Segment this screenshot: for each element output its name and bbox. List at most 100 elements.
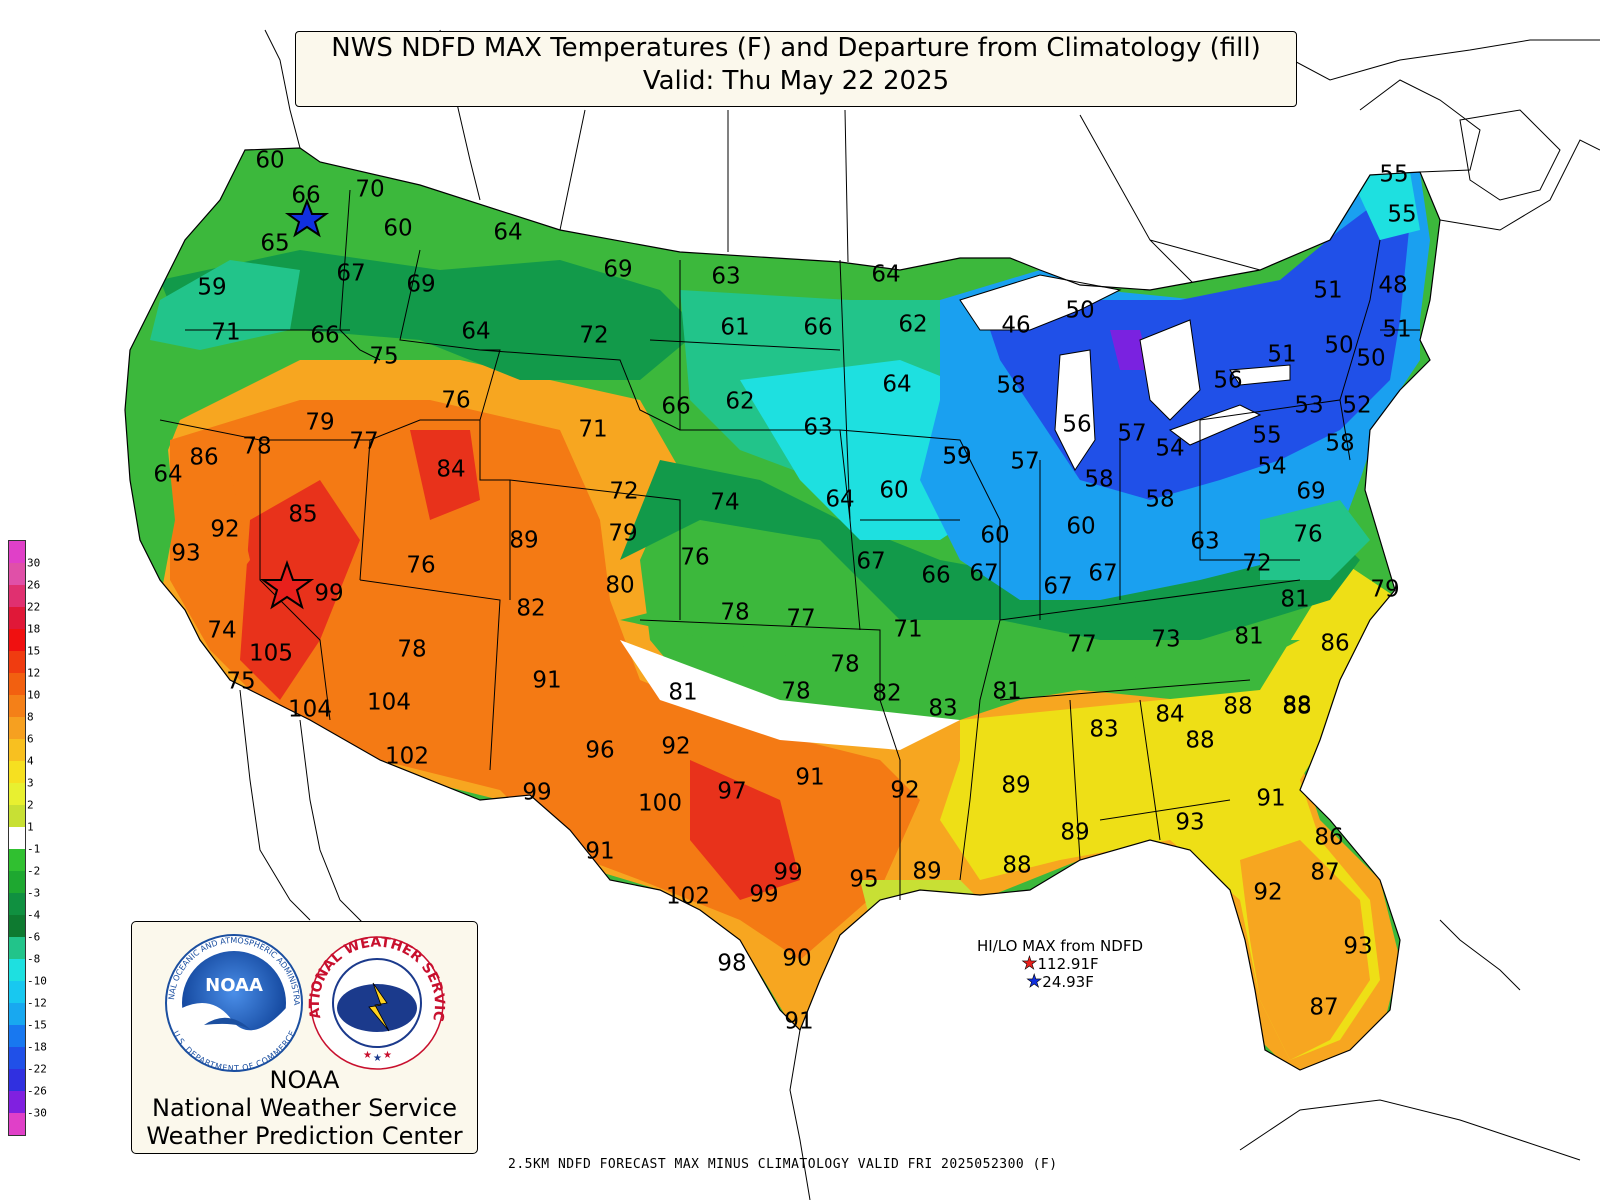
legend-label: -26: [27, 1084, 47, 1098]
mexico-gulf-coast: [789, 1029, 811, 1200]
temp-label: 88: [1282, 693, 1312, 720]
temp-label: 92: [210, 516, 240, 543]
border-line-5: [1079, 114, 1201, 291]
temp-label: 56: [1213, 367, 1243, 394]
border-ut-co: [369, 419, 511, 600]
temp-label: 61: [720, 314, 750, 341]
temp-label: 46: [1001, 312, 1031, 339]
temp-label: 92: [661, 733, 691, 760]
temp-label: 79: [608, 520, 638, 547]
border-line-6: [1149, 239, 1261, 271]
border-line-4: [844, 109, 849, 263]
temp-label: 54: [1257, 453, 1287, 480]
border-fl: [1099, 799, 1231, 821]
map-title-box: NWS NDFD MAX Temperatures (F) and Depart…: [295, 31, 1297, 107]
legend-label: -3: [27, 886, 41, 900]
legend-color-bin: [9, 585, 25, 607]
temp-label: 79: [1370, 576, 1400, 603]
baja-west: [239, 689, 311, 921]
temp-label: 86: [1314, 824, 1344, 851]
fill-cooler-nw: [150, 260, 300, 350]
temp-label: 79: [305, 409, 335, 436]
border-al-ga: [1139, 699, 1161, 841]
legend-label: 8: [27, 710, 34, 724]
temp-label: 64: [871, 261, 901, 288]
conus-outline: [124, 147, 1441, 1071]
hi-max-star-marker: [259, 559, 315, 610]
legend-label: 6: [27, 732, 34, 746]
temp-label: 50: [1065, 297, 1095, 324]
temp-label: 77: [1067, 631, 1097, 658]
hilo-panel: HI/LO MAX from NDFD ★ 112.91F ★ 24.93F: [960, 937, 1160, 991]
temp-label: 90: [782, 945, 812, 972]
temp-label: 81: [668, 679, 698, 706]
legend-label: -4: [27, 908, 41, 922]
legend-color-bin: [9, 827, 25, 849]
temp-label: 67: [969, 560, 999, 587]
legend-color-bin: [9, 1025, 25, 1047]
temp-label: 52: [1342, 392, 1372, 419]
border-wy-sd: [479, 349, 681, 431]
border-ms-al: [999, 679, 1251, 701]
coast-gaspe: [1359, 79, 1481, 173]
legend-color-bin: [9, 673, 25, 695]
legend-colorbar: [8, 540, 26, 1136]
temp-label: 60: [255, 147, 285, 174]
temp-label: 64: [461, 318, 491, 345]
temp-label: 75: [226, 668, 256, 695]
fill-very-warm-texas: [690, 760, 800, 900]
temp-label: 87: [1310, 859, 1340, 886]
legend-color-bin: [9, 629, 25, 651]
temp-label: 53: [1294, 392, 1324, 419]
temp-label: 76: [1293, 521, 1323, 548]
legend-color-bin: [9, 695, 25, 717]
temp-label: 64: [493, 219, 523, 246]
legend-color-bin: [9, 541, 25, 563]
temp-label: 93: [171, 540, 201, 567]
temp-label: 83: [928, 695, 958, 722]
temp-label: 55: [1252, 422, 1282, 449]
temp-label: 88: [1002, 852, 1032, 879]
border-ny-vt: [1339, 239, 1381, 401]
temp-label: 72: [579, 322, 609, 349]
lake-michigan: [1054, 349, 1096, 471]
bahamas: [1439, 919, 1521, 991]
temp-label: 71: [578, 416, 608, 443]
legend-color-bin: [9, 1091, 25, 1113]
temp-label: 54: [1155, 435, 1185, 462]
temp-label: 82: [516, 595, 546, 622]
lake-ontario: [1229, 364, 1291, 386]
temp-label: 67: [1043, 573, 1073, 600]
temp-label: 98: [717, 950, 747, 977]
lake-superior: [959, 274, 1122, 331]
temp-label: 77: [786, 605, 816, 632]
legend-label: 10: [27, 688, 41, 702]
temp-label: 62: [725, 388, 755, 415]
temp-label: 76: [441, 387, 471, 414]
temp-label: 59: [197, 274, 227, 301]
border-ok-tx: [639, 619, 901, 900]
border-oh-pa: [1199, 420, 1300, 561]
temp-label: 71: [211, 319, 241, 346]
temp-label: 72: [609, 478, 639, 505]
temp-label: 86: [189, 444, 219, 471]
fill-cold-maine: [1350, 172, 1420, 240]
temp-label: 102: [385, 743, 429, 770]
legend-color-bin: [9, 871, 25, 893]
temp-label: 100: [638, 790, 682, 817]
temp-label: 60: [879, 477, 909, 504]
border-ms-al-n: [1069, 699, 1081, 861]
temp-label: 88: [1223, 693, 1253, 720]
border-mn: [839, 259, 851, 521]
legend-color-bin: [9, 1113, 25, 1135]
temp-label: 91: [532, 667, 562, 694]
border-co-ks: [509, 479, 681, 620]
temp-label: 70: [355, 176, 385, 203]
legend-color-bin: [9, 915, 25, 937]
temp-label: 51: [1313, 277, 1343, 304]
legend-color-bin: [9, 1003, 25, 1025]
hilo-hi-row: ★ 112.91F: [960, 954, 1160, 973]
temp-label: 81: [1280, 586, 1310, 613]
legend-label: 4: [27, 754, 34, 768]
logo-text-noaa: NOAA: [269, 1066, 340, 1094]
